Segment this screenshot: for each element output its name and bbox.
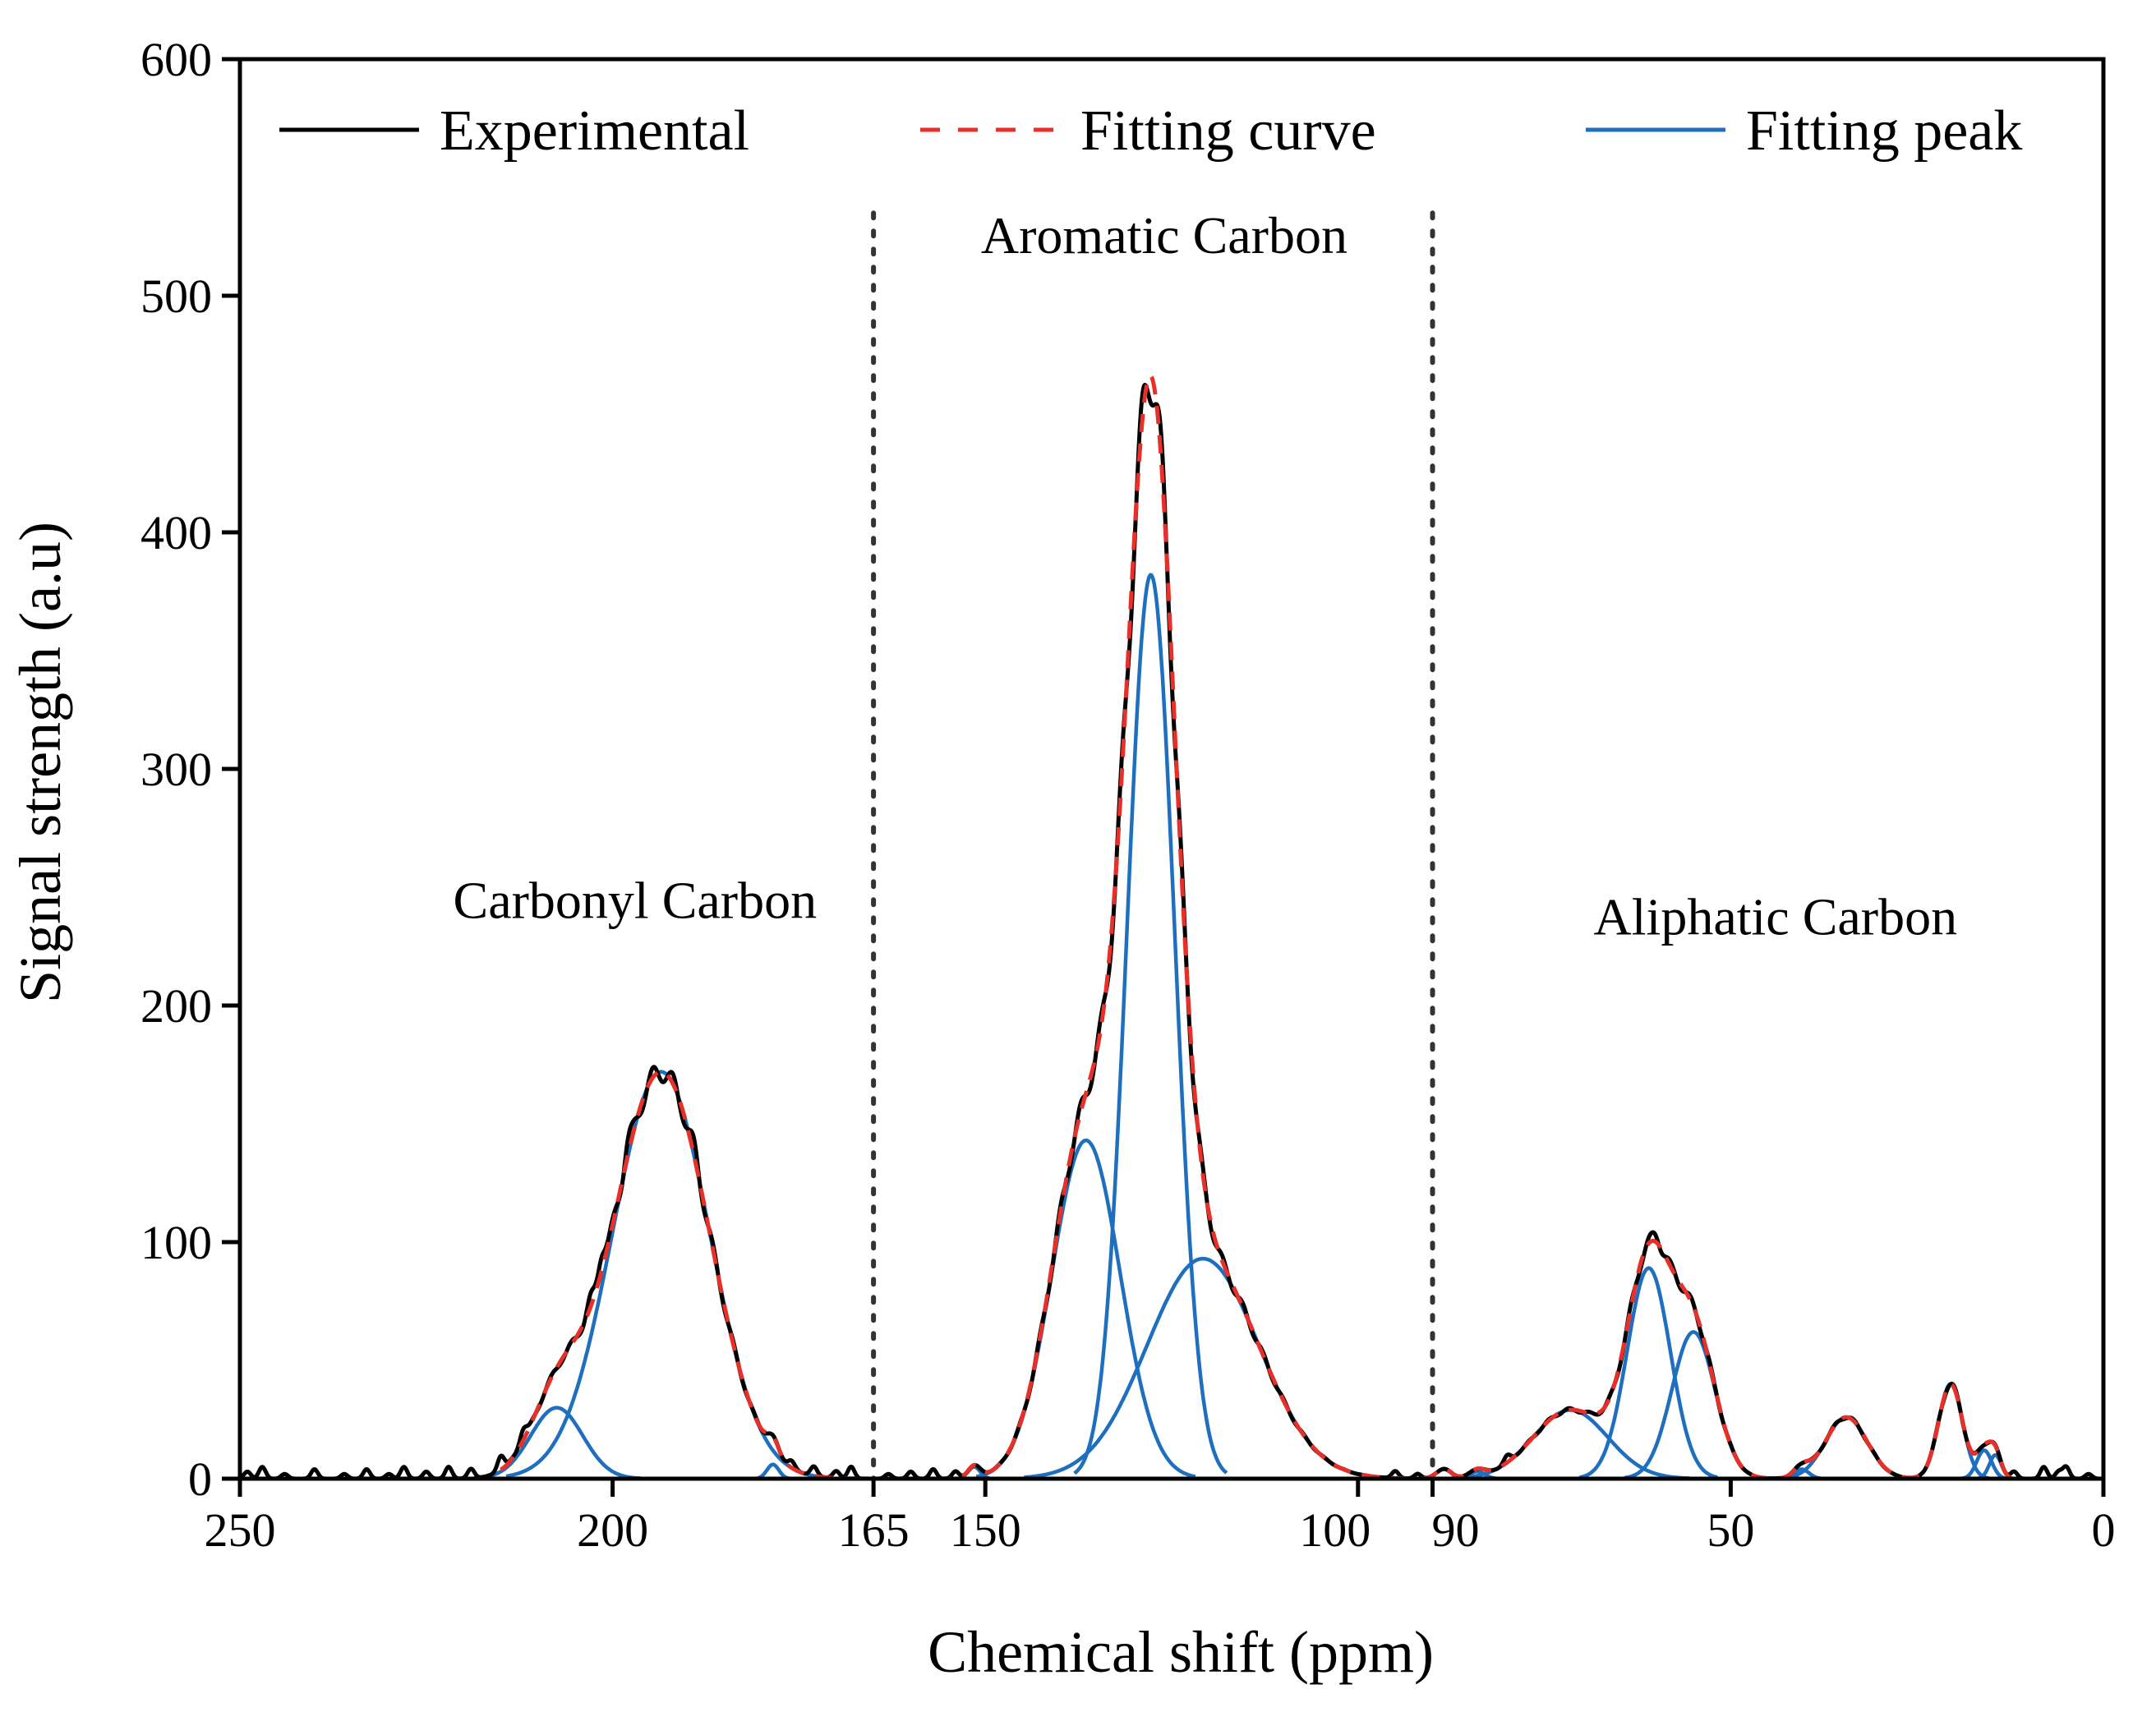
y-tick-label: 400 [141, 506, 212, 559]
x-tick-label: 100 [1299, 1503, 1371, 1557]
axes [237, 57, 2106, 1481]
fitting-peak-curve [1024, 1256, 1383, 1480]
legend-label: Fitting peak [1746, 99, 2022, 163]
legend: Experimental Fitting curve Fitting peak [279, 99, 2022, 163]
y-tick-label: 100 [141, 1216, 212, 1269]
y-tick-label: 500 [141, 269, 212, 323]
fitting-peak-curve [505, 1070, 817, 1479]
fitting-peak-curve [472, 1406, 641, 1480]
x-axis-ticks: 250 200 165 150 100 90 50 0 [205, 1479, 2116, 1557]
x-tick-label: 50 [1707, 1503, 1754, 1557]
region-label: Aromatic Carbon [981, 206, 1348, 265]
fitting-peak-curve [753, 1462, 792, 1481]
fitting-peak-curve [1578, 1266, 1718, 1480]
y-tick-label: 0 [188, 1452, 212, 1506]
y-tick-label: 200 [141, 979, 212, 1033]
x-axis-title: Chemical shift (ppm) [928, 1619, 1434, 1685]
fitting-peaks-series [472, 573, 2015, 1481]
y-tick-label: 600 [141, 33, 212, 86]
x-tick-label: 200 [577, 1503, 648, 1557]
x-tick-label: 150 [950, 1503, 1021, 1557]
region-label: Carbonyl Carbon [454, 871, 818, 929]
x-tick-label: 0 [2092, 1503, 2116, 1557]
legend-label: Experimental [440, 99, 749, 163]
region-labels: Carbonyl Carbon Aromatic Carbon Aliphatic … [454, 206, 1958, 946]
x-tick-label: 165 [838, 1503, 910, 1557]
region-dividers [871, 210, 1435, 1481]
legend-label: Fitting curve [1080, 99, 1376, 163]
y-axis-ticks: 0 100 200 300 400 500 600 [141, 33, 240, 1506]
fitting-peak-curve [1960, 1448, 2008, 1481]
fitting-peak-curve [1073, 573, 1228, 1475]
y-axis-title: Signal strength (a.u) [7, 522, 73, 1003]
x-tick-label: 250 [205, 1503, 276, 1557]
x-tick-label: 90 [1432, 1503, 1480, 1557]
y-tick-label: 300 [141, 743, 212, 796]
plot-frame [237, 57, 2106, 1481]
region-label: Aliphatic Carbon [1594, 888, 1958, 946]
